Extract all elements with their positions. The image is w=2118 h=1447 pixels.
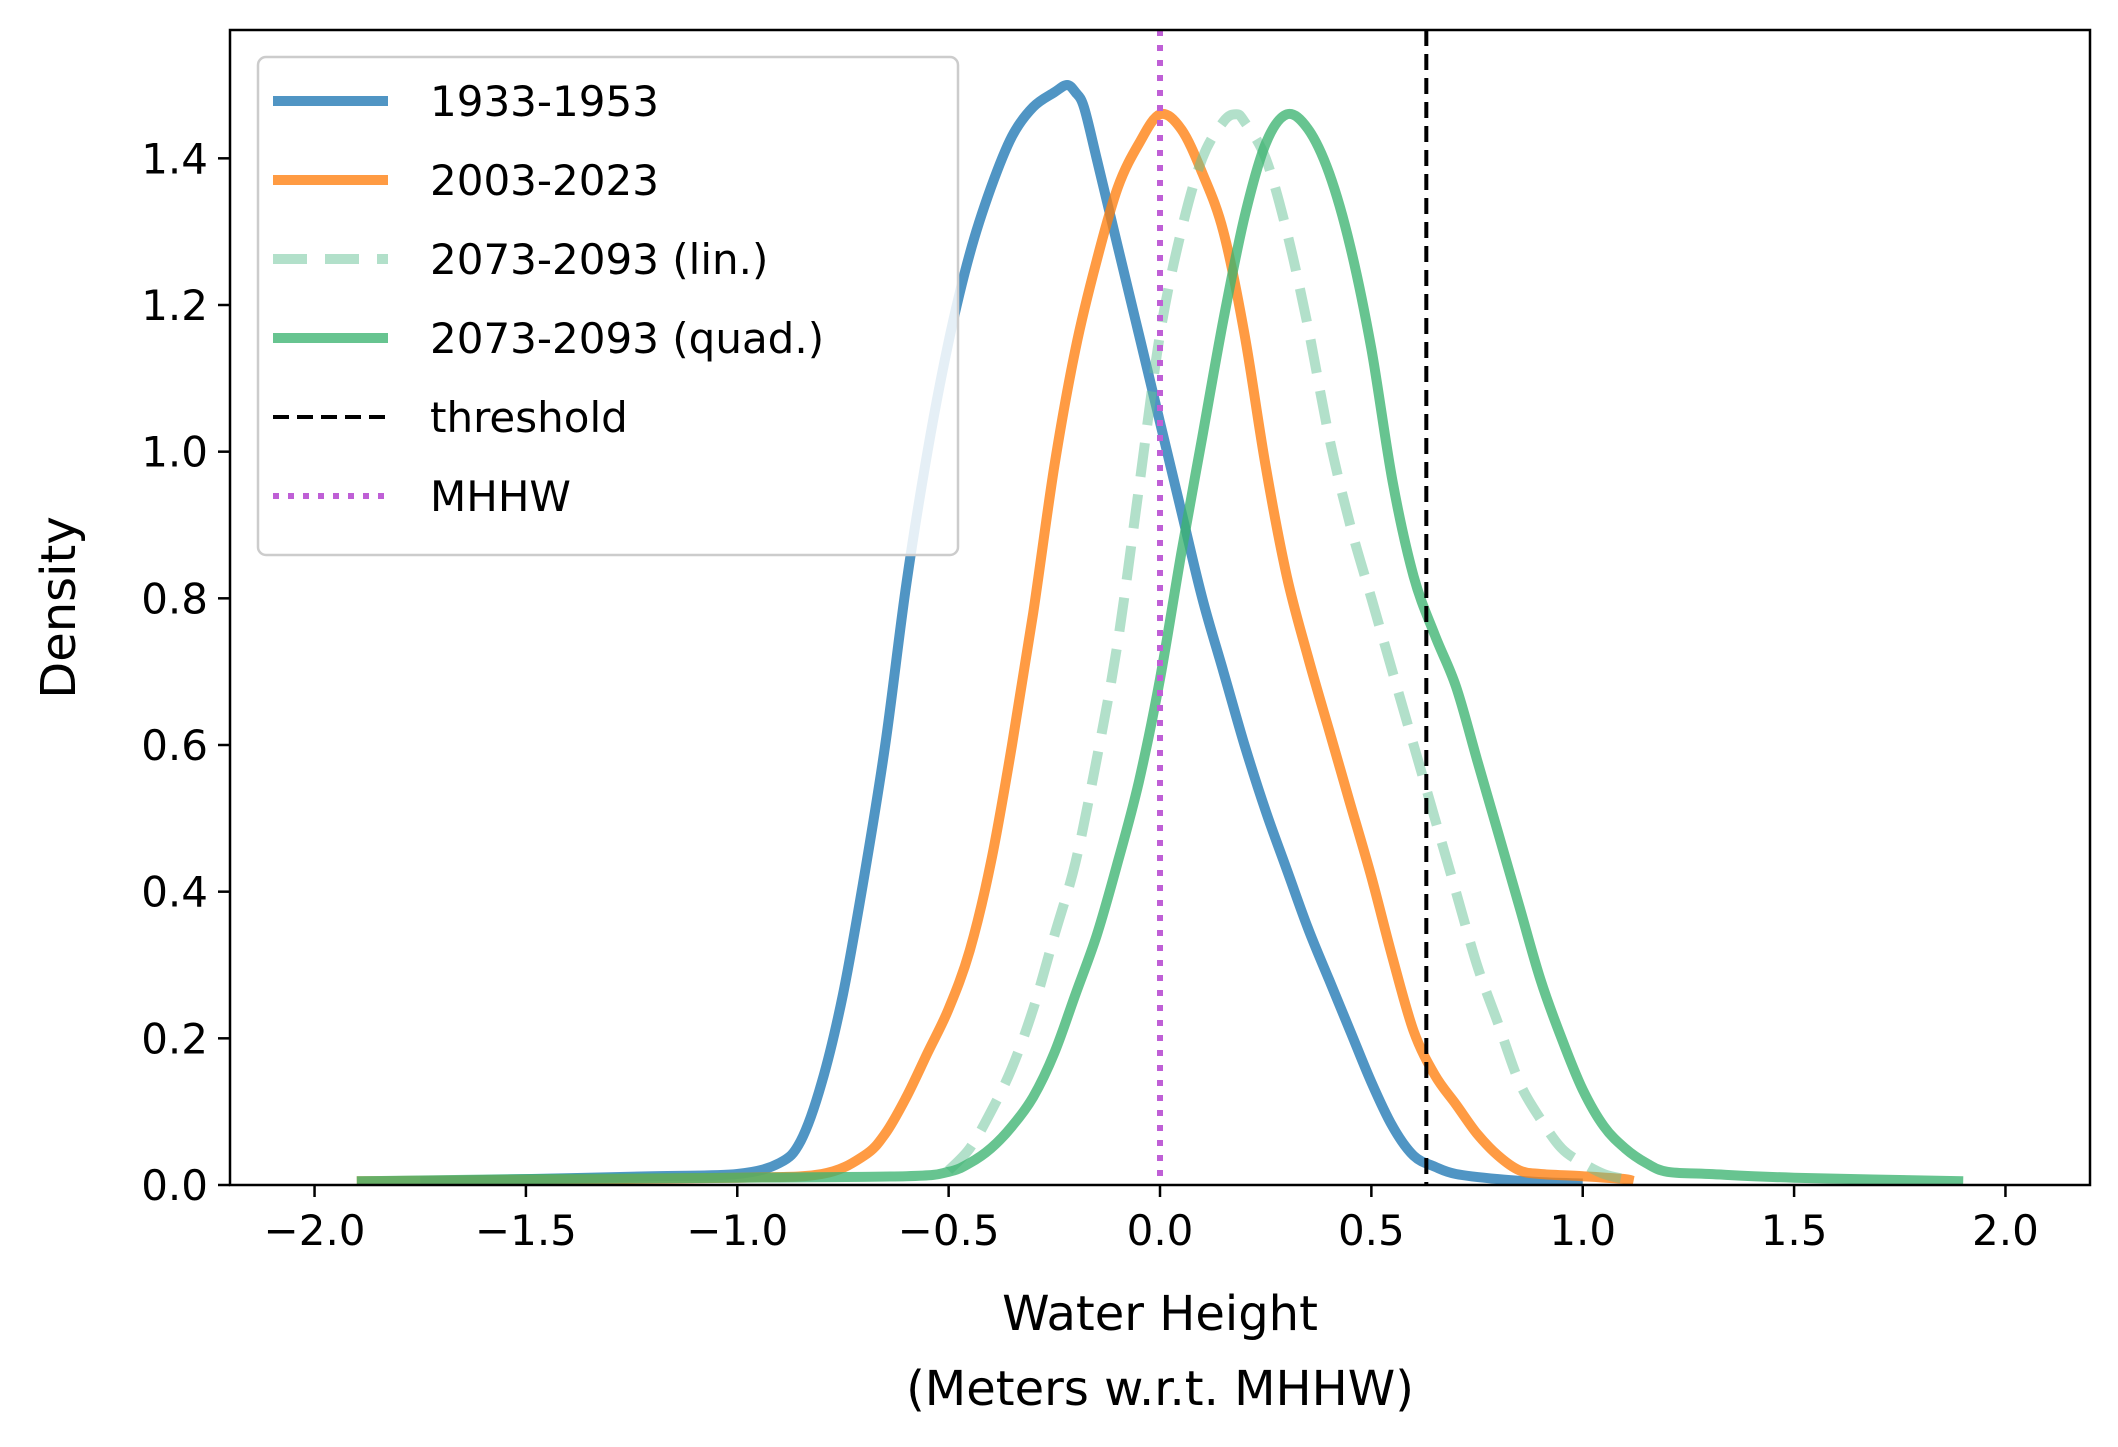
y-tick-label: 0.4 [141, 868, 208, 917]
x-axis-label-line-1: Water Height [1002, 1286, 1318, 1342]
y-axis-label: Density [31, 516, 87, 698]
y-tick-label: 1.4 [141, 134, 208, 183]
x-tick-label: 1.0 [1549, 1206, 1616, 1255]
x-tick-label: 0.5 [1338, 1206, 1405, 1255]
series-layer [356, 80, 1964, 1185]
y-tick-label: 0.0 [141, 1161, 208, 1210]
series-line-1933-1953 [420, 80, 1583, 1185]
legend-label-1933-1953: 1933-1953 [430, 77, 659, 126]
x-axis-label-line-2: (Meters w.r.t. MHHW) [906, 1361, 1414, 1417]
series-line-2003-2023 [356, 108, 1636, 1185]
legend-label-2073-2093-lin: 2073-2093 (lin.) [430, 235, 768, 284]
legend-label-mhhw: MHHW [430, 472, 571, 521]
x-tick-label: 2.0 [1972, 1206, 2039, 1255]
legend-label-2003-2023: 2003-2023 [430, 156, 659, 205]
y-tick-label: 0.6 [141, 721, 208, 770]
reference-lines [1157, 30, 1429, 1185]
y-axis: 0.0 0.2 0.4 0.6 0.8 1.0 1.2 1.4 [141, 134, 230, 1210]
x-tick-label: −0.5 [898, 1206, 1000, 1255]
x-tick-label: −1.0 [686, 1206, 788, 1255]
series-line-2073-2093-lin [945, 109, 1627, 1184]
y-tick-label: 1.2 [141, 281, 208, 330]
legend-label-threshold: threshold [430, 393, 628, 442]
x-tick-label: 1.5 [1761, 1206, 1828, 1255]
x-axis: −2.0 −1.5 −1.0 −0.5 0.0 0.5 1.0 1.5 2.0 [264, 1185, 2039, 1255]
legend-box [256, 55, 960, 557]
x-tick-label: −2.0 [264, 1206, 366, 1255]
legend: 1933-1953 2003-2023 2073-2093 (lin.) 2073-2… [256, 55, 960, 557]
series-line-2073-2093-quad [356, 108, 1964, 1185]
legend-label-2073-2093-quad: 2073-2093 (quad.) [430, 314, 824, 363]
x-tick-label: −1.5 [475, 1206, 577, 1255]
y-tick-label: 0.8 [141, 574, 208, 623]
y-tick-label: 0.2 [141, 1014, 208, 1063]
y-tick-label: 1.0 [141, 428, 208, 477]
x-tick-label: 0.0 [1127, 1206, 1194, 1255]
